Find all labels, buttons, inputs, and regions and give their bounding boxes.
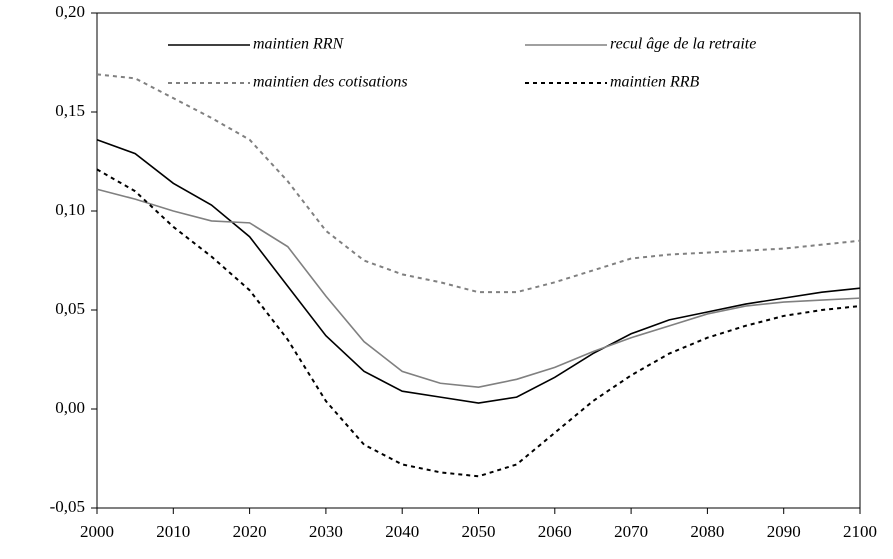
x-tick-label: 2040 [385, 522, 419, 541]
y-tick-label: 0,05 [55, 299, 85, 318]
legend-label: maintien RRB [610, 74, 700, 91]
x-tick-label: 2050 [462, 522, 496, 541]
x-tick-label: 2020 [233, 522, 267, 541]
x-tick-label: 2010 [156, 522, 190, 541]
plot-frame [96, 12, 861, 509]
x-tick-label: 2070 [614, 522, 648, 541]
series-line [96, 73, 861, 294]
x-tick-label: 2000 [80, 522, 114, 541]
series-line [96, 188, 861, 389]
legend-label: maintien RRN [253, 36, 345, 53]
series-line [96, 168, 861, 478]
x-tick-label: 2090 [767, 522, 801, 541]
y-tick-label: 0,20 [55, 2, 85, 21]
series-line [96, 138, 861, 404]
x-tick-label: 2100 [843, 522, 877, 541]
legend-label: maintien des cotisations [253, 74, 408, 91]
y-tick-label: 0,10 [55, 200, 85, 219]
y-tick-label: -0,05 [50, 497, 85, 516]
x-tick-label: 2080 [690, 522, 724, 541]
x-tick-label: 2030 [309, 522, 343, 541]
y-tick-label: 0,00 [55, 398, 85, 417]
legend-label: recul âge de la retraite [610, 36, 756, 53]
y-tick-label: 0,15 [55, 101, 85, 120]
x-tick-label: 2060 [538, 522, 572, 541]
